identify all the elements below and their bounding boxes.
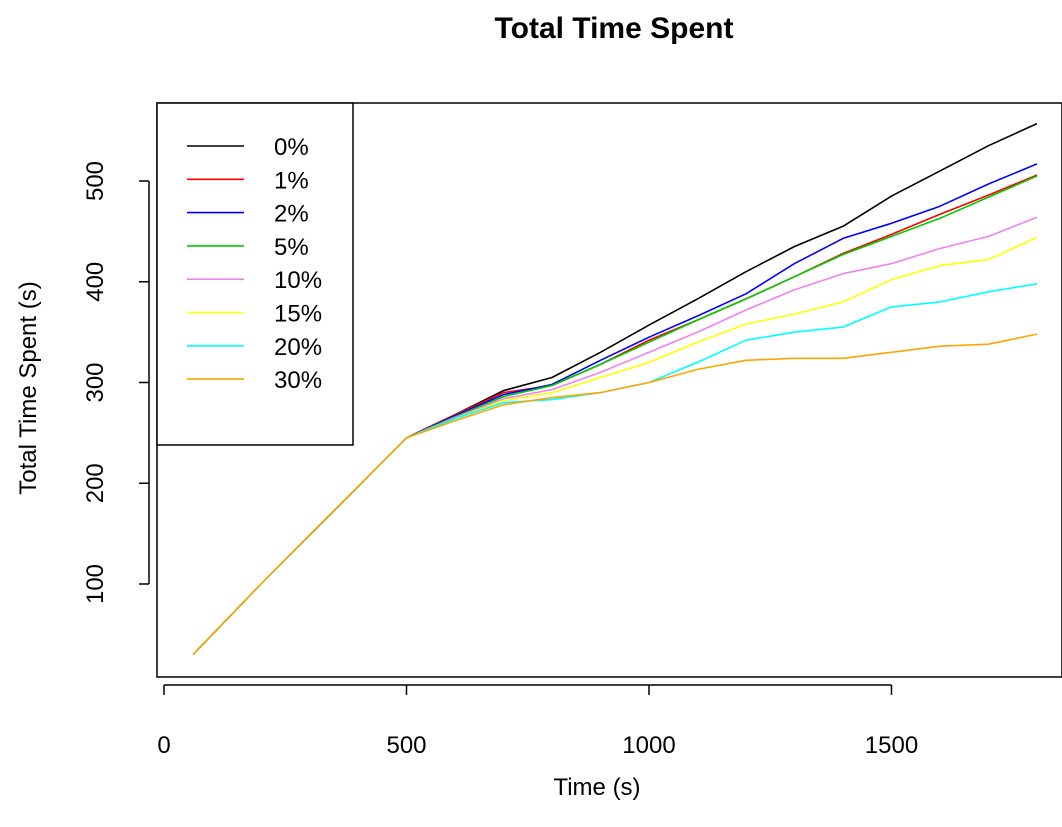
y-tick-label: 500: [82, 161, 109, 201]
x-tick-label: 500: [386, 732, 426, 759]
x-axis-label: Time (s): [553, 774, 640, 801]
y-axis: 100 200 300 400 500: [82, 161, 150, 604]
legend-label: 2%: [274, 201, 309, 228]
legend-label: 5%: [274, 234, 309, 261]
series-line-8: [192, 333, 1038, 656]
legend-label: 0%: [274, 134, 309, 161]
legend-label: 10%: [274, 267, 322, 294]
x-tick-label: 1000: [622, 732, 675, 759]
x-tick-label: 1500: [865, 732, 918, 759]
x-axis: 0 500 1000 1500: [157, 684, 918, 759]
y-tick-label: 100: [82, 564, 109, 604]
legend-box: [156, 102, 354, 446]
x-tick-label: 0: [157, 732, 170, 759]
y-tick-label: 400: [82, 262, 109, 302]
y-axis-label: Total Time Spent (s): [15, 281, 42, 494]
chart-title: Total Time Spent: [495, 12, 734, 45]
series-line-7: [192, 283, 1038, 656]
legend-label: 15%: [274, 301, 322, 328]
y-tick-label: 300: [82, 362, 109, 402]
legend-label: 30%: [274, 367, 322, 394]
legend: 0% 1% 2% 5% 10% 15% 20% 30%: [156, 102, 354, 446]
series-layer: [192, 122, 1038, 656]
legend-label: 20%: [274, 334, 322, 361]
y-tick-label: 200: [82, 463, 109, 503]
legend-label: 1%: [274, 167, 309, 194]
